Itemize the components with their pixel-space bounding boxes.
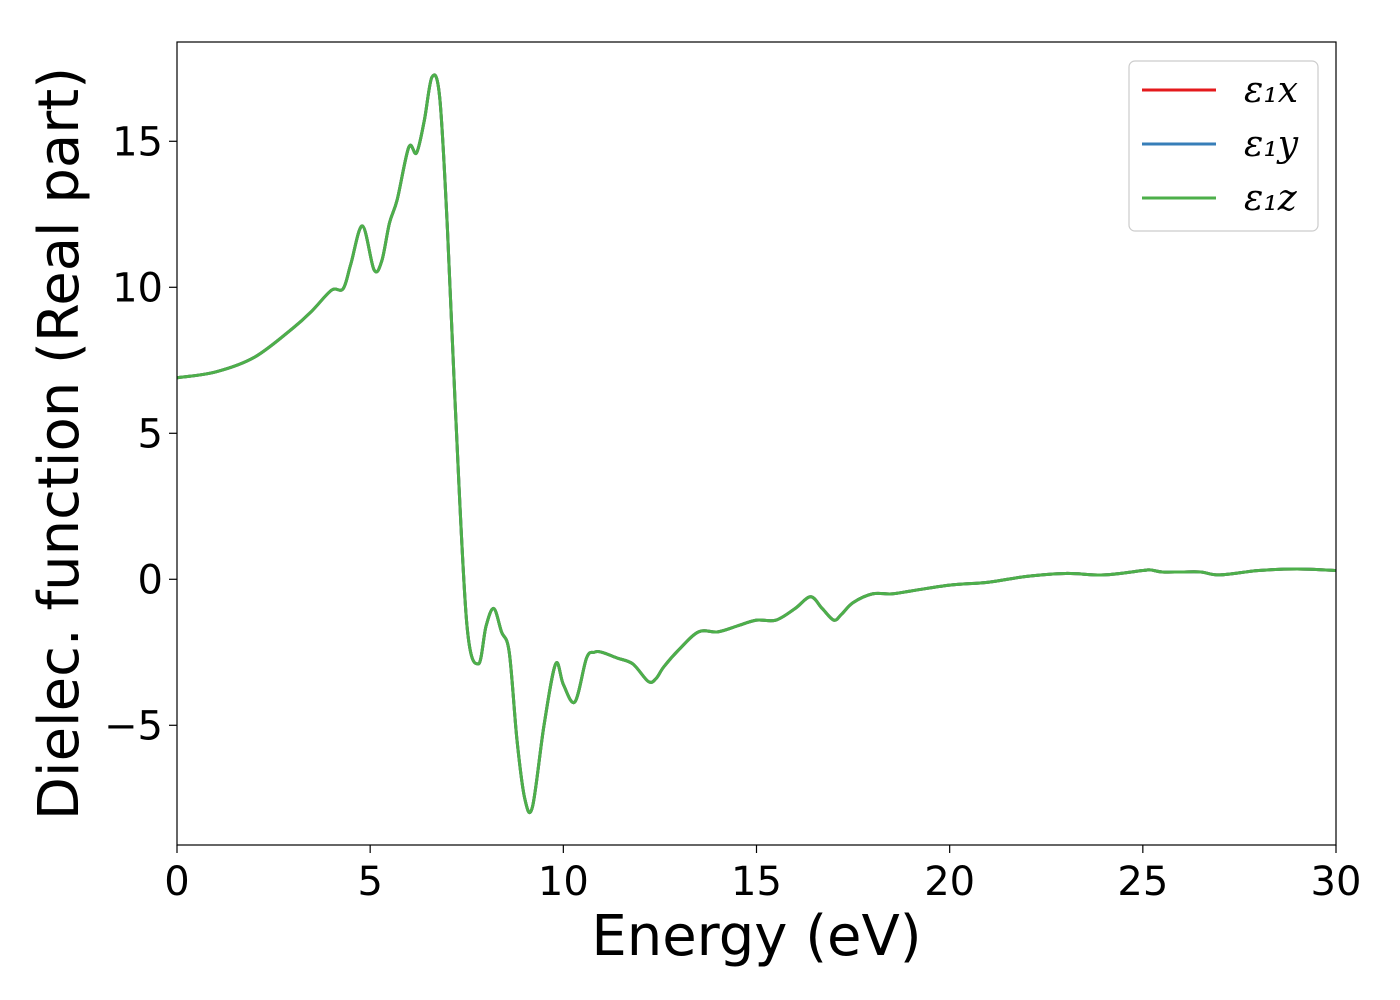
x-tick-label: 5 [357, 859, 382, 905]
y-tick-label: 15 [112, 119, 163, 165]
legend-label-1: ε₁x [1244, 70, 1298, 111]
legend-label-2: ε₁y [1244, 124, 1299, 165]
legend: ε₁x ε₁y ε₁z [1128, 60, 1319, 232]
x-tick-label: 0 [164, 859, 189, 905]
series-layer [176, 73, 1337, 815]
x-axis-label: Energy (eV) [591, 904, 921, 969]
x-tick-label: 30 [1311, 859, 1362, 905]
legend-label-3: ε₁z [1244, 178, 1298, 219]
y-tick-label: −5 [104, 703, 163, 749]
legend-box [1128, 60, 1319, 232]
x-axis-ticks: 0 5 10 15 20 25 30 [164, 845, 1361, 905]
y-axis-ticks: −5 0 5 10 15 [104, 119, 177, 749]
series-line-3 [176, 73, 1337, 815]
y-tick-label: 10 [112, 265, 163, 311]
x-tick-label: 20 [924, 859, 975, 905]
x-tick-label: 25 [1117, 859, 1168, 905]
y-axis-label: Dielec. function (Real part) [27, 67, 92, 820]
y-tick-label: 0 [138, 557, 163, 603]
x-tick-label: 10 [538, 859, 589, 905]
y-tick-label: 5 [138, 411, 163, 457]
x-tick-label: 15 [731, 859, 782, 905]
